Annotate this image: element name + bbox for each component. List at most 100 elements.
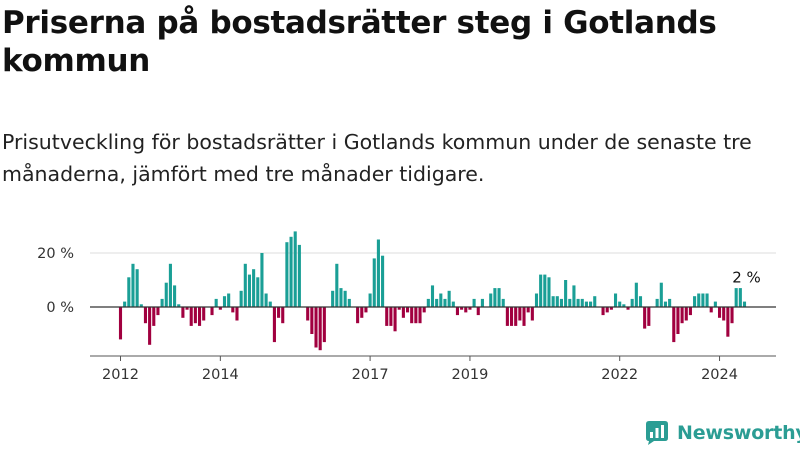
- bar: [285, 242, 289, 307]
- bar: [264, 293, 268, 307]
- bar: [722, 307, 726, 321]
- bar: [410, 307, 414, 324]
- bar: [643, 307, 647, 329]
- bar: [589, 301, 593, 307]
- bar: [568, 298, 572, 307]
- bar: [601, 307, 605, 316]
- bar: [497, 288, 501, 307]
- chart-title: Priserna på bostadsrätter steg i Gotland…: [2, 5, 717, 79]
- bar: [385, 307, 389, 326]
- bar: [185, 307, 189, 310]
- bar: [514, 307, 518, 326]
- bar: [426, 298, 430, 307]
- bar: [397, 307, 401, 310]
- bar: [381, 255, 385, 307]
- bar: [613, 293, 618, 307]
- bar: [605, 307, 609, 313]
- bar: [742, 301, 747, 307]
- bar: [197, 307, 202, 326]
- bar: [272, 307, 276, 343]
- bar: [726, 307, 730, 337]
- bar: [268, 301, 272, 307]
- bar: [227, 293, 231, 307]
- bar: [281, 307, 285, 324]
- bar: [222, 296, 227, 307]
- bar: [693, 296, 697, 307]
- bar: [231, 307, 235, 313]
- bar: [335, 263, 339, 307]
- bar: [360, 307, 364, 318]
- bar: [668, 298, 672, 307]
- bar: [214, 298, 218, 307]
- bar: [505, 307, 509, 326]
- bar: [530, 307, 534, 321]
- bar: [131, 263, 135, 307]
- bar: [705, 293, 709, 307]
- bar: [555, 296, 559, 307]
- bar: [260, 253, 264, 307]
- bar: [173, 285, 177, 307]
- x-tick-label: 2022: [601, 367, 638, 383]
- bar: [405, 307, 410, 313]
- bar: [551, 296, 555, 307]
- bar: [347, 298, 351, 307]
- chart-subtitle: Prisutveckling för bostadsrätter i Gotla…: [2, 130, 752, 186]
- bar: [659, 282, 663, 307]
- bar-chart: 20 % 0 % 2012 2014 2017 2019 2022 2024 2 %: [37, 231, 776, 383]
- x-tick-label: 2024: [701, 367, 738, 383]
- bar: [564, 280, 568, 307]
- newsworthy-logo-icon: [646, 421, 668, 445]
- bar: [676, 307, 680, 334]
- bar: [713, 301, 717, 307]
- y-tick-label: 20 %: [37, 246, 74, 262]
- bar: [256, 277, 260, 307]
- bar: [127, 277, 131, 307]
- bar: [622, 304, 626, 307]
- bar: [638, 296, 643, 307]
- bar: [609, 307, 613, 310]
- bar: [493, 288, 497, 307]
- bar: [593, 296, 597, 307]
- bar: [476, 307, 480, 316]
- bar: [139, 304, 143, 307]
- bar: [372, 258, 376, 307]
- data-label: 2 %: [732, 269, 761, 287]
- bar: [522, 307, 526, 326]
- y-tick-label: 0 %: [46, 300, 74, 316]
- bar: [156, 307, 160, 316]
- bar: [509, 307, 514, 326]
- x-tick-label: 2019: [451, 367, 488, 383]
- bar: [701, 293, 705, 307]
- bar: [480, 298, 484, 307]
- bar: [235, 307, 239, 321]
- x-tick-label: 2014: [202, 367, 239, 383]
- bar: [414, 307, 418, 324]
- bar: [468, 307, 472, 310]
- x-tick-label: 2017: [352, 367, 389, 383]
- bar: [135, 269, 139, 307]
- bar: [680, 307, 684, 324]
- bar: [472, 298, 476, 307]
- bar: [443, 298, 447, 307]
- bar: [160, 298, 164, 307]
- bar: [580, 298, 584, 307]
- bar: [202, 307, 206, 321]
- bar: [439, 293, 443, 307]
- bar: [368, 293, 372, 307]
- bar: [422, 307, 426, 313]
- bar: [576, 298, 580, 307]
- bar: [177, 304, 181, 307]
- bar: [672, 307, 676, 343]
- bar: [539, 274, 543, 307]
- bar: [734, 288, 738, 307]
- bar: [193, 307, 197, 324]
- bar: [451, 301, 455, 307]
- bar: [663, 301, 668, 307]
- bar: [543, 274, 547, 307]
- bar: [164, 282, 168, 307]
- bar: [181, 307, 185, 318]
- bar: [389, 307, 393, 326]
- bar: [277, 307, 281, 318]
- bar: [306, 307, 310, 321]
- bar: [148, 307, 152, 345]
